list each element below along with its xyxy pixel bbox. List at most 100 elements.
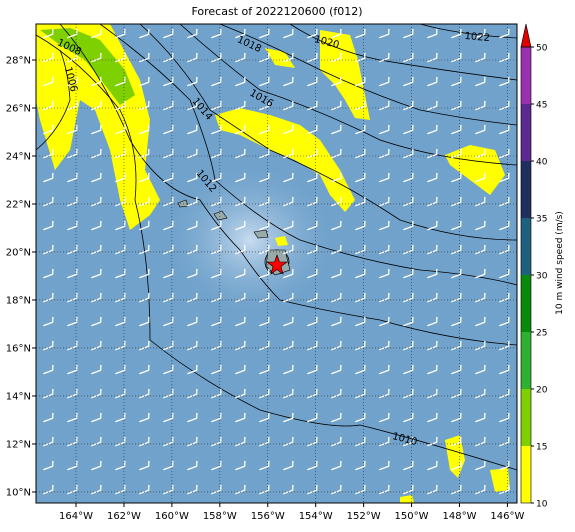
wind-barb — [259, 436, 270, 447]
wind-barb — [43, 76, 54, 87]
wind-barb — [115, 148, 126, 159]
wind-barb — [427, 340, 438, 351]
wind-barb — [355, 148, 366, 159]
wind-barb — [259, 292, 270, 303]
y-tick-label: 12°N — [6, 439, 31, 450]
wind-barb — [331, 436, 342, 447]
wind-barb — [259, 28, 270, 39]
wind-barb — [67, 196, 78, 207]
wind-barb — [91, 76, 102, 87]
wind-barb — [43, 100, 54, 111]
wind-barb — [235, 100, 246, 111]
wind-barb — [499, 268, 510, 279]
wind-barb — [499, 76, 510, 87]
wind-barb — [115, 76, 126, 87]
wind-15-20 — [40, 28, 135, 105]
wind-barb — [91, 460, 102, 471]
wind-barb — [307, 436, 318, 447]
wind-barb — [451, 316, 462, 327]
wind-barb — [43, 436, 54, 447]
wind-barb — [43, 52, 54, 63]
wind-barb — [403, 172, 414, 183]
wind-barb — [427, 292, 438, 303]
wind-barb — [139, 52, 150, 63]
wind-barb — [91, 148, 102, 159]
wind-barb — [475, 172, 486, 183]
wind-barb — [67, 316, 78, 327]
wind-barb — [67, 220, 78, 231]
wind-barb — [355, 316, 366, 327]
colorbar-tick-label: 20 — [536, 386, 548, 396]
map: 1008 1006 1010 1012 1014 1016 1018 1020 … — [36, 24, 517, 503]
wind-barb — [163, 340, 174, 351]
wind-barb — [139, 148, 150, 159]
wind-barb — [499, 340, 510, 351]
wind-barb — [115, 364, 126, 375]
wind-barb — [163, 436, 174, 447]
wind-barb — [379, 436, 390, 447]
wind-barb — [283, 124, 294, 135]
wind-barb — [163, 460, 174, 471]
wind-barb — [403, 268, 414, 279]
wind-barb — [163, 412, 174, 423]
wind-barb — [427, 220, 438, 231]
wind-barb — [475, 196, 486, 207]
wind-barb — [115, 220, 126, 231]
wind-barb — [163, 388, 174, 399]
wind-barb — [283, 52, 294, 63]
wind-barb — [43, 196, 54, 207]
wind-barb — [331, 172, 342, 183]
wind-barb — [307, 268, 318, 279]
wind-barb — [43, 268, 54, 279]
wind-barb — [187, 484, 198, 495]
wind-barb — [427, 100, 438, 111]
wind-barb — [355, 172, 366, 183]
wind-barb — [43, 388, 54, 399]
wind-barb — [475, 220, 486, 231]
wind-barb — [139, 268, 150, 279]
wind-barb — [187, 244, 198, 255]
x-tick-label: 156°W — [251, 511, 285, 522]
wind-barb — [187, 172, 198, 183]
wind-barb — [403, 388, 414, 399]
wind-barb — [499, 28, 510, 39]
wind-barb — [43, 484, 54, 495]
wind-barb — [259, 388, 270, 399]
x-tick-label: 162°W — [107, 511, 141, 522]
wind-barb — [355, 220, 366, 231]
wind-barb — [211, 28, 222, 39]
wind-barb — [355, 28, 366, 39]
wind-barb — [379, 52, 390, 63]
wind-barb — [379, 148, 390, 159]
y-tick-label: 24°N — [6, 151, 31, 162]
wind-barb — [475, 340, 486, 351]
wind-barb — [355, 460, 366, 471]
wind-barb — [331, 28, 342, 39]
wind-barb — [115, 316, 126, 327]
wind-barb — [451, 364, 462, 375]
wind-barb — [235, 124, 246, 135]
wind-barb — [307, 100, 318, 111]
wind-barb — [331, 412, 342, 423]
wind-barb — [475, 412, 486, 423]
wind-barb — [187, 436, 198, 447]
wind-barb — [91, 436, 102, 447]
wind-barb — [259, 124, 270, 135]
y-tick-label: 26°N — [6, 103, 31, 114]
wind-barb — [355, 292, 366, 303]
wind-barb — [451, 412, 462, 423]
wind-barb — [163, 220, 174, 231]
wind-barb — [283, 28, 294, 39]
y-tick-label: 18°N — [6, 295, 31, 306]
wind-barb — [307, 76, 318, 87]
wind-barb — [451, 28, 462, 39]
wind-barb — [67, 148, 78, 159]
wind-barb — [331, 244, 342, 255]
wind-barb — [115, 196, 126, 207]
wind-barb — [139, 316, 150, 327]
colorbar-tick-label: 30 — [536, 272, 548, 282]
wind-barb — [451, 292, 462, 303]
wind-barb — [67, 292, 78, 303]
y-tick-label: 10°N — [6, 487, 31, 498]
